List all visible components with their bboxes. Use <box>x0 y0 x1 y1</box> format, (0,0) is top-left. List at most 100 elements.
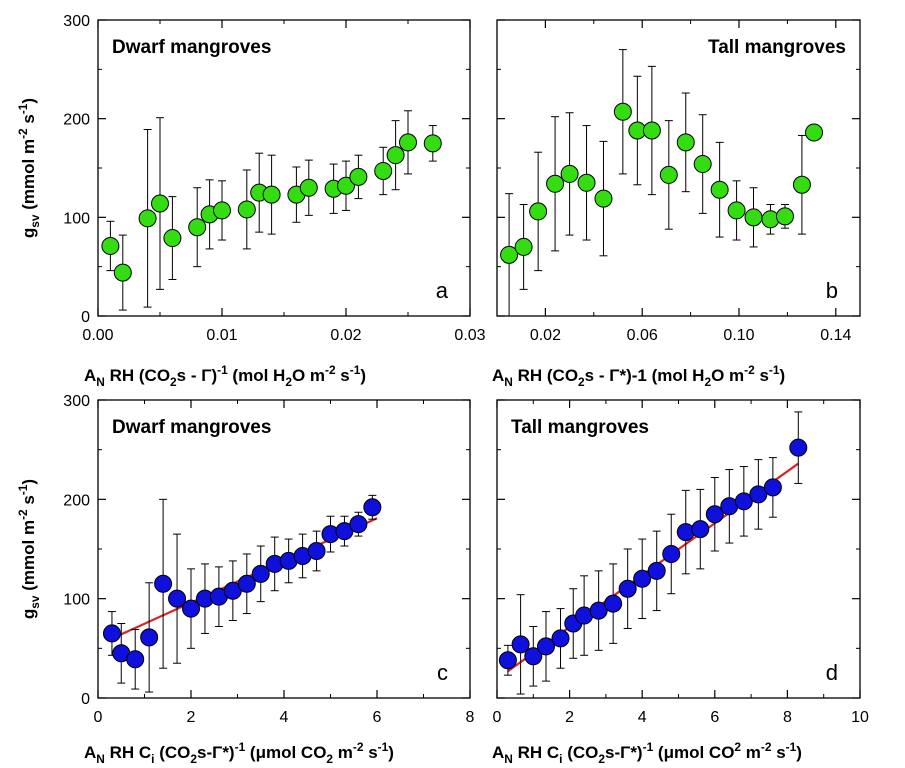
data-point <box>659 165 678 184</box>
data-point <box>399 133 417 152</box>
plot-frame <box>97 399 471 699</box>
data-point <box>113 263 132 282</box>
data-point <box>727 201 746 220</box>
data-point <box>551 629 570 648</box>
data-point <box>498 651 517 670</box>
data-point <box>349 167 368 186</box>
data-point <box>188 218 207 237</box>
y-axis-label-text: gsv (mmol m-2 s-1) <box>16 98 42 238</box>
y-axis-label-bottom: gsv (mmol m-2 s-1) <box>16 479 42 619</box>
data-point <box>102 624 121 643</box>
data-point <box>537 637 556 656</box>
x-axis-label: AN RH (CO2s - Γ*)-1 (mol H2O m-2 s-1) <box>492 363 785 389</box>
data-point <box>775 207 794 226</box>
data-point <box>633 569 652 588</box>
panel-title: Tall mangroves <box>708 37 846 58</box>
x-axis-label: AN RH (CO2s - Γ)-1 (mol H2O m-2 s-1) <box>84 363 366 389</box>
x-tick-label: 2 <box>187 709 196 726</box>
y-tick-label: 300 <box>63 13 90 30</box>
y-tick-label: 200 <box>63 112 90 129</box>
x-tick-label: 0.00 <box>82 327 113 344</box>
data-point <box>789 438 808 457</box>
data-point <box>734 492 753 511</box>
x-tick-label: 0.10 <box>723 327 754 344</box>
panel-title: Tall mangroves <box>511 417 649 438</box>
y-tick-label: 0 <box>81 691 90 708</box>
data-point <box>307 541 326 560</box>
data-point <box>560 164 579 183</box>
data-point <box>792 175 811 194</box>
panel-letter: a <box>436 278 449 303</box>
y-tick-label: 0 <box>81 309 90 326</box>
data-point <box>604 594 623 613</box>
data-point <box>710 180 729 199</box>
data-point <box>613 102 632 121</box>
data-point <box>386 146 405 165</box>
x-tick-label: 0.14 <box>820 327 851 344</box>
data-point <box>618 579 637 598</box>
data-point <box>500 245 519 264</box>
data-point <box>642 121 661 140</box>
data-point <box>529 202 548 221</box>
panel-b: 0.02 0.06 0.10 0.14 Tall mangroves b AN RH (CO… <box>492 19 861 389</box>
x-tick-label: 8 <box>783 709 792 726</box>
data-point <box>662 544 681 563</box>
data-point <box>126 650 145 669</box>
data-point <box>213 201 231 220</box>
data-point <box>423 134 442 153</box>
x-tick-label: 8 <box>466 709 475 726</box>
data-point <box>744 208 763 227</box>
data-point <box>594 189 613 208</box>
plot-frame <box>496 19 861 317</box>
data-point <box>524 647 543 666</box>
panel-letter: d <box>826 660 838 685</box>
data-point <box>693 155 712 174</box>
data-point <box>151 194 169 213</box>
panel-a: 0 100 200 300 0.00 0.01 0.02 0.03 Dwarf mangrove… <box>63 13 485 389</box>
x-tick-label: 10 <box>851 709 869 726</box>
x-tick-label: 6 <box>710 709 719 726</box>
x-tick-label: 0.06 <box>627 327 658 344</box>
x-tick-label: 4 <box>280 709 289 726</box>
data-point <box>237 574 256 593</box>
panel-d: 0 2 4 6 8 10 Tall mangroves d AN RH Ci (CO2s-Γ*)… <box>492 399 869 766</box>
data-point <box>805 123 824 142</box>
x-axis-label: AN RH Ci (CO2s-Γ*)-1 (μmol CO2 m-2 s-1) <box>492 740 802 766</box>
y-axis-label-top: gsv (mmol m-2 s-1) <box>16 98 42 238</box>
data-point <box>676 523 695 542</box>
x-tick-label: 6 <box>373 709 382 726</box>
data-point <box>676 133 695 152</box>
data-point <box>349 515 368 534</box>
x-tick-label: 2 <box>565 709 574 726</box>
data-point <box>251 564 270 583</box>
y-axis-label-text: gsv (mmol m-2 s-1) <box>16 479 42 619</box>
data-point <box>140 628 159 647</box>
data-point <box>237 200 256 219</box>
panel-c: 0 100 200 300 0 2 4 6 8 Dwarf mangroves c AN RH Ci … <box>63 393 474 766</box>
data-point <box>138 209 157 228</box>
x-tick-label: 0.02 <box>330 327 361 344</box>
panel-letter: c <box>437 660 448 685</box>
data-point <box>154 574 173 593</box>
panel-letter: b <box>826 278 838 303</box>
data-point <box>101 236 120 255</box>
data-point <box>546 174 565 193</box>
x-tick-label: 0 <box>493 709 502 726</box>
data-point <box>511 635 530 654</box>
x-tick-label: 0.01 <box>206 327 237 344</box>
data-point <box>337 176 355 195</box>
data-point <box>163 229 182 248</box>
data-point <box>705 505 724 524</box>
y-tick-label: 100 <box>63 592 90 609</box>
y-tick-label: 300 <box>63 393 90 410</box>
data-point <box>589 601 608 620</box>
x-tick-label: 0.02 <box>530 327 561 344</box>
y-tick-label: 200 <box>63 492 90 509</box>
x-axis-label: AN RH Ci (CO2s-Γ*)-1 (μmol CO2 m-2 s-1) <box>84 740 394 766</box>
data-point <box>749 485 768 504</box>
panel-title: Dwarf mangroves <box>112 37 271 58</box>
x-tick-label: 0 <box>94 709 103 726</box>
data-point <box>363 498 382 517</box>
data-point <box>763 478 782 497</box>
